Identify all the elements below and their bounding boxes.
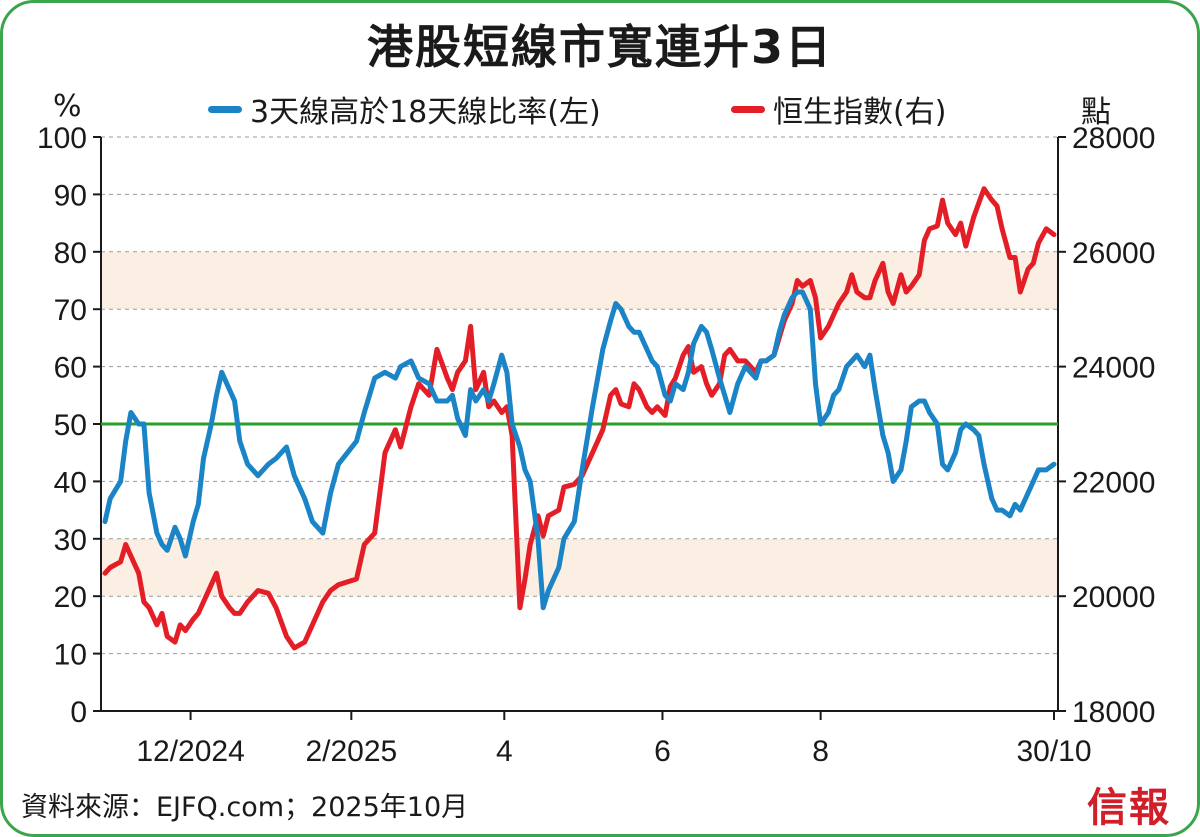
source-note: 資料來源：EJFQ.com；2025年10月 (21, 792, 469, 823)
legend-label-breadth: 3天線高於18天線比率(左) (250, 95, 601, 130)
left-tick-label-0: 0 (70, 696, 87, 729)
x-tick-label-3: 6 (654, 735, 671, 768)
chart-legend: 3天線高於18天線比率(左) 恒生指數(右) (3, 87, 1197, 130)
right-tick-label-26000: 26000 (1072, 237, 1155, 270)
left-tick-label-90: 90 (54, 179, 87, 212)
line-chart: 0 10 20 30 40 50 60 70 80 90 100 18000 20000 22000 240… (37, 122, 1156, 768)
legend-swatch-breadth (208, 105, 242, 113)
left-tick-label-20: 20 (54, 581, 87, 614)
right-tick-label-24000: 24000 (1072, 352, 1155, 385)
x-tick-label-4: 8 (812, 735, 829, 768)
legend-swatch-hsi (731, 105, 765, 113)
x-tick-label-2: 4 (496, 735, 513, 768)
left-tick-label-60: 60 (54, 352, 87, 385)
left-tick-label-10: 10 (54, 639, 87, 672)
left-axis-unit: % (53, 89, 82, 124)
left-tick-label-30: 30 (54, 524, 87, 557)
right-tick-label-18000: 18000 (1072, 696, 1155, 729)
x-tick-label-1: 2/2025 (305, 735, 397, 768)
shaded-band-1 (101, 538, 1058, 597)
series-line-breadth (102, 289, 1057, 611)
right-axis-unit: 點 (1081, 95, 1111, 130)
left-tick-label-40: 40 (54, 466, 87, 499)
series-line-hsi (102, 186, 1057, 651)
left-tick-label-50: 50 (54, 409, 87, 442)
chart-title: 港股短線市寬連升3日 (366, 20, 833, 74)
brand-logo: 信報 (1087, 784, 1171, 831)
x-tick-label-0: 12/2024 (136, 735, 244, 768)
legend-item-breadth: 3天線高於18天線比率(左) (208, 87, 601, 131)
legend-item-hsi: 恒生指數(右) (731, 87, 946, 131)
legend-label-hsi: 恒生指數(右) (773, 95, 947, 130)
right-tick-label-20000: 20000 (1072, 581, 1155, 614)
right-tick-label-22000: 22000 (1072, 466, 1155, 499)
left-tick-label-70: 70 (54, 294, 87, 327)
left-tick-label-80: 80 (54, 237, 87, 270)
right-tick-label-28000: 28000 (1072, 122, 1155, 155)
left-tick-label-100: 100 (37, 122, 87, 155)
x-tick-label-5: 30/10 (1016, 735, 1091, 768)
